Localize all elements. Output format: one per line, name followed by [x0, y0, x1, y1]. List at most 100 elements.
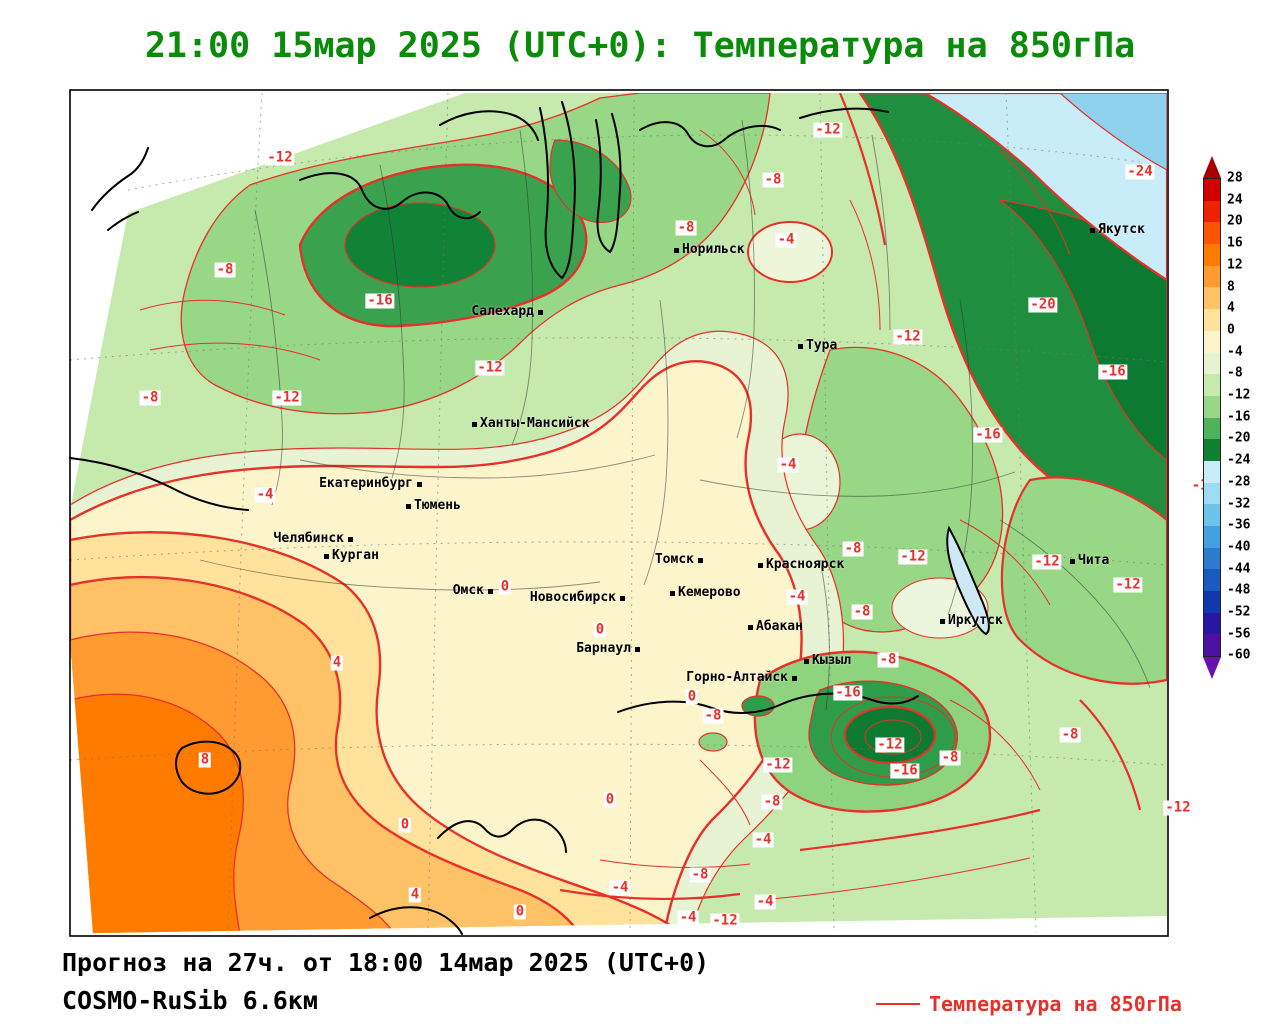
city-label: Томск [654, 552, 694, 567]
city-label: Екатеринбург [319, 476, 413, 491]
city-marker [405, 503, 411, 509]
colorbar-segment [1204, 417, 1220, 440]
colorbar-segment [1204, 222, 1220, 245]
colorbar-tick-label: -32 [1227, 496, 1251, 511]
legend-label: Температура на 850гПа [929, 992, 1182, 1016]
lake-baikal [946, 525, 990, 636]
field-ne-blue [1058, 93, 1167, 172]
contour-label: 0 [398, 816, 412, 833]
contour-label: -12 [1032, 553, 1062, 570]
city-label: Омск [452, 583, 484, 598]
contour-label: -12 [710, 912, 740, 929]
city-marker [939, 618, 945, 624]
city-marker [1089, 227, 1095, 233]
contour-label: -8 [939, 749, 961, 766]
city-label: Челябинск [273, 531, 344, 546]
minor-contours [139, 129, 1071, 901]
colorbar-segment [1204, 309, 1220, 331]
colorbar-arrow-bottom [1203, 657, 1221, 680]
city-label: Барнаул [576, 641, 631, 656]
field-transbaikal-green [1000, 476, 1167, 685]
city-marker [669, 590, 675, 596]
contour-label: -16 [890, 762, 920, 779]
city-label: Новосибирск [529, 590, 616, 605]
colorbar-segment [1204, 179, 1220, 201]
contour-label: -16 [973, 426, 1003, 443]
field-ne-cyan [920, 93, 1167, 283]
contour-label: -4 [677, 909, 699, 926]
contour-label: -4 [754, 893, 776, 910]
contour-label: -12 [475, 359, 505, 376]
colorbar-segment [1204, 526, 1220, 548]
page-title: 21:00 15мар 2025 (UTC+0): Температура на… [144, 26, 1136, 66]
legend-line-sample [876, 1003, 920, 1005]
city-marker [471, 421, 477, 427]
colorbar-segment [1204, 482, 1220, 505]
contour-label: 4 [330, 654, 344, 671]
contour-label: 0 [685, 688, 699, 705]
city-label: Якутск [1098, 222, 1145, 237]
colorbar-segment [1204, 634, 1220, 657]
contour-label: -12 [898, 548, 928, 565]
contour-label: -8 [139, 389, 161, 406]
contour-label: -4 [752, 831, 774, 848]
colorbar-tick-label: -16 [1227, 409, 1251, 425]
colorbar-segment [1204, 265, 1220, 288]
contour-label: -8 [689, 866, 711, 883]
colorbar-tick-label: -48 [1227, 582, 1251, 598]
field-sayan-spot1 [741, 695, 775, 717]
colorbar: 28 24 20 16 12 8 4 0 -4 -8 -12 -16 -20 -24 -28 -32 -36 -4… [1203, 156, 1250, 680]
city-label: Тура [806, 338, 838, 353]
contour-label: -8 [702, 707, 724, 724]
city-label: Норильск [682, 242, 745, 257]
colorbar-segment [1204, 395, 1220, 418]
colorbar-tick-label: 16 [1227, 235, 1243, 251]
colorbar-segment [1204, 244, 1220, 266]
city-label: Кызыл [812, 653, 852, 668]
colorbar-body [1203, 178, 1221, 658]
city-label: Иркутск [948, 613, 1003, 628]
contour-label: 4 [408, 886, 422, 903]
colorbar-tick-label: -28 [1227, 474, 1251, 490]
city-marker [673, 247, 679, 253]
model-info-line: COSMO-RuSib 6.6км [62, 986, 318, 1015]
city-label: Чита [1078, 553, 1110, 568]
colorbar-segment [1204, 591, 1220, 613]
contour-label: -8 [1059, 726, 1081, 743]
field-sayan-spot2 [698, 732, 728, 752]
coastlines [69, 101, 919, 935]
city-marker [803, 658, 809, 664]
colorbar-tick-label: -20 [1227, 430, 1251, 446]
contour-label: 8 [198, 751, 212, 768]
contour-label: -4 [775, 231, 797, 248]
colorbar-tick-label: -52 [1227, 604, 1251, 620]
contour-label: -12 [763, 756, 793, 773]
colorbar-segment [1204, 612, 1220, 635]
city-label: Ханты-Мансийск [480, 416, 590, 431]
contour-label: -8 [851, 603, 873, 620]
colorbar-arrow-top [1203, 156, 1221, 178]
colorbar-tick-label: -4 [1227, 344, 1243, 360]
colorbar-segment [1204, 504, 1220, 526]
city-label: Абакан [756, 619, 803, 634]
city-label: Кемерово [678, 585, 741, 600]
city-marker [747, 624, 753, 630]
contour-label: 0 [593, 621, 607, 638]
map-legend: Температура на 850гПа [876, 992, 1182, 1016]
contour-label: 0 [603, 791, 617, 808]
colorbar-tick-label: 12 [1227, 257, 1243, 273]
colorbar-tick-label: 28 [1227, 170, 1243, 186]
colorbar-tick-label: -60 [1227, 647, 1251, 663]
city-marker [619, 595, 625, 601]
field-sayan-core [843, 705, 937, 765]
city-marker [537, 309, 543, 315]
city-marker [487, 588, 493, 594]
colorbar-segment [1204, 200, 1220, 223]
graticule [69, 92, 1168, 934]
contour-label: -12 [1163, 799, 1193, 816]
colorbar-tick-label: -44 [1227, 561, 1251, 577]
contour-label: -12 [893, 328, 923, 345]
forecast-info-line: Прогноз на 27ч. от 18:00 14мар 2025 (UTC… [62, 948, 710, 977]
contour-label: 0 [513, 903, 527, 920]
